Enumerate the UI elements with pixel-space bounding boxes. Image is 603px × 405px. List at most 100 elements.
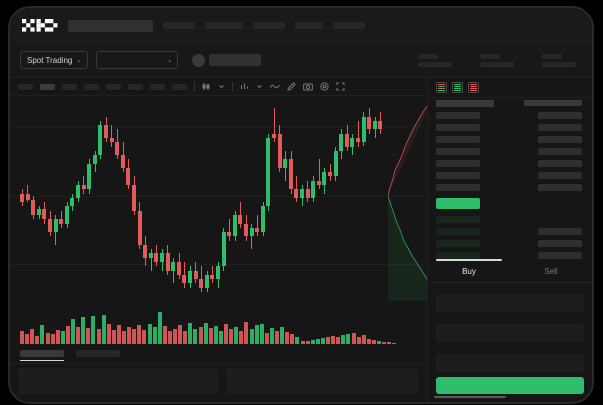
- candle-wick: [257, 214, 258, 237]
- orders-panel: [10, 344, 428, 402]
- volume-bar: [45, 332, 50, 344]
- orderbook-col-header-amount[interactable]: [524, 100, 582, 106]
- timeframe-6[interactable]: [128, 83, 143, 90]
- volume-bar: [106, 324, 111, 344]
- trading-mode-selector[interactable]: Spot Trading ⌄: [20, 51, 89, 69]
- chevron-down-icon[interactable]: [218, 83, 225, 90]
- volume-bar: [35, 336, 40, 344]
- tab-sell[interactable]: Sell: [544, 266, 558, 276]
- orderbook-bid-amount[interactable]: [538, 228, 582, 235]
- amount-input[interactable]: [436, 354, 584, 372]
- timeframe-4[interactable]: [84, 83, 99, 90]
- candle-wick: [229, 219, 230, 241]
- orderbook-header: [428, 78, 592, 98]
- volume-bar: [239, 330, 244, 344]
- orderbook-ask-amount[interactable]: [538, 160, 582, 167]
- candle-body: [244, 223, 248, 237]
- orderbook-scrollbar[interactable]: [434, 396, 506, 398]
- price-chart-panel[interactable]: [10, 96, 428, 344]
- orderbook-ask-amount[interactable]: [538, 184, 582, 191]
- orderbook-ask-amount[interactable]: [538, 136, 582, 143]
- orders-content-right: [226, 368, 418, 394]
- orders-tab-2[interactable]: [76, 350, 120, 357]
- indicators-icon[interactable]: [240, 82, 249, 91]
- timeframe-3[interactable]: [62, 83, 77, 90]
- volume-bar: [157, 312, 162, 344]
- orderbook-ask-price[interactable]: [436, 124, 480, 131]
- candlestick-icon[interactable]: [202, 82, 211, 91]
- ticker-stat-3-value: [542, 61, 576, 67]
- candle-body: [115, 142, 120, 156]
- orders-tab-active-indicator: [20, 360, 64, 361]
- orderbook-ask-amount[interactable]: [538, 124, 582, 131]
- orderbook-ask-price[interactable]: [436, 148, 480, 155]
- orderbook-bid-price[interactable]: [436, 252, 480, 259]
- orderbook-ask-amount[interactable]: [538, 172, 582, 179]
- timeframe-7[interactable]: [150, 83, 165, 90]
- candle-body: [372, 120, 377, 130]
- fullscreen-icon[interactable]: [336, 82, 345, 91]
- orderbook-ask-price[interactable]: [436, 184, 480, 191]
- candle-body: [272, 133, 276, 138]
- camera-icon[interactable]: [303, 82, 313, 91]
- volume-bar: [300, 340, 305, 344]
- pencil-icon[interactable]: [287, 82, 296, 91]
- orderbook-ask-price[interactable]: [436, 136, 480, 143]
- chart-gridline: [10, 196, 428, 197]
- ticker-stat-2: [480, 53, 514, 67]
- candle-body: [81, 185, 86, 190]
- orderbook-buy-icon[interactable]: [452, 82, 463, 93]
- volume-bar: [234, 326, 239, 344]
- timeframe-5[interactable]: [106, 83, 121, 90]
- volume-bar: [137, 324, 142, 344]
- orderbook-last-price[interactable]: [436, 198, 480, 209]
- nav-item-1[interactable]: [163, 22, 195, 29]
- nav-item-4[interactable]: [295, 22, 323, 29]
- orderbook-ask-amount[interactable]: [538, 112, 582, 119]
- orderbook-bid-price[interactable]: [436, 216, 480, 223]
- wave-icon[interactable]: [270, 83, 280, 90]
- pair-coin-avatar: [192, 53, 206, 67]
- timeframe-8[interactable]: [172, 83, 187, 90]
- nav-item-2[interactable]: [205, 22, 243, 29]
- orderbook-bid-price[interactable]: [436, 240, 480, 247]
- orderbook-ask-price[interactable]: [436, 112, 480, 119]
- price-input[interactable]: [436, 324, 584, 342]
- settings-icon[interactable]: [320, 82, 329, 91]
- volume-bar: [30, 328, 35, 344]
- orderbook-sell-icon[interactable]: [468, 82, 479, 93]
- orders-tab-1[interactable]: [20, 350, 64, 357]
- orderbook-mixed-icon[interactable]: [436, 82, 447, 93]
- nav-item-5[interactable]: [333, 22, 365, 29]
- ticker-stat-2-label: [480, 53, 500, 59]
- timeframe-1[interactable]: [18, 83, 33, 90]
- okx-logo-icon[interactable]: [22, 19, 58, 32]
- orderbook-ask-price[interactable]: [436, 160, 480, 167]
- chevron-down-icon[interactable]: [256, 83, 263, 90]
- candle-wick: [296, 176, 298, 203]
- orderbook-ask-price[interactable]: [436, 172, 480, 179]
- candle-body: [98, 125, 103, 156]
- candle-body: [137, 210, 142, 245]
- orderbook-rows[interactable]: [428, 98, 592, 259]
- submit-order-button[interactable]: [436, 377, 584, 394]
- orders-content-left: [18, 368, 218, 394]
- volume-bar: [183, 331, 188, 344]
- order-type-field[interactable]: [436, 294, 584, 312]
- candle-body: [70, 197, 75, 207]
- timeframe-2[interactable]: [40, 83, 55, 90]
- orderbook-col-header-price[interactable]: [436, 100, 494, 107]
- orderbook-ask-amount[interactable]: [538, 148, 582, 155]
- pair-select[interactable]: ⌄: [96, 51, 179, 69]
- orderbook-bid-amount[interactable]: [538, 240, 582, 247]
- nav-item-3[interactable]: [253, 22, 285, 29]
- volume-bar: [224, 324, 228, 344]
- orderbook-bid-price[interactable]: [436, 228, 480, 235]
- orderbook-bid-amount[interactable]: [538, 252, 582, 259]
- search-input[interactable]: [68, 19, 153, 32]
- volume-bar: [392, 342, 397, 344]
- volume-bar: [341, 335, 346, 344]
- tab-buy[interactable]: Buy: [428, 259, 510, 282]
- volume-bar: [346, 334, 351, 344]
